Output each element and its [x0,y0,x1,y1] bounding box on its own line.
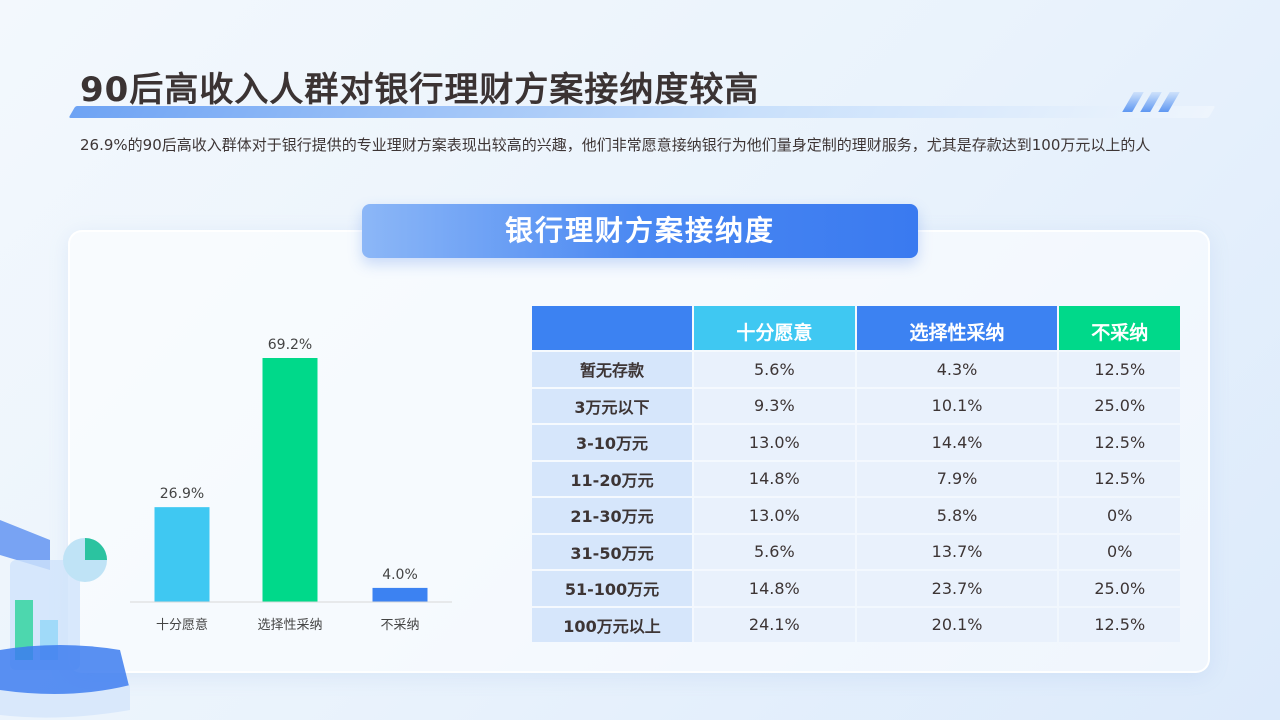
table-row: 31-50万元 5.6% 13.7% 0% [532,534,1180,569]
page-title: 90后高收入人群对银行理财方案接纳度较高 [80,70,760,110]
table-cell: 14.4% [856,425,1058,460]
table-cell: 4.3% [856,352,1058,387]
category-label: 十分愿意 [156,617,208,633]
acceptance-table: 十分愿意 选择性采纳 不采纳 暂无存款 5.6% 4.3% 12.5% 3万元以下 9.3% 1… [530,304,1182,644]
table-cell: 12.5% [1059,607,1180,642]
column-header: 不采纳 [1059,306,1180,350]
table-cell: 0% [1059,498,1180,533]
table-cell: 5.6% [694,352,855,387]
row-header: 31-50万元 [532,534,692,569]
data-label: 26.9% [160,486,204,502]
row-header: 11-20万元 [532,461,692,496]
bar-chart: 26.9% 十分愿意 69.2% 选择性采纳 4.0% 不采纳 [130,337,452,633]
column-header: 选择性采纳 [856,306,1058,350]
table-row: 21-30万元 13.0% 5.8% 0% [532,498,1180,533]
bar-1 [262,358,318,602]
slash-decoration-icon [1122,92,1182,116]
row-header: 51-100万元 [532,571,692,606]
table-row: 暂无存款 5.6% 4.3% 12.5% [532,352,1180,387]
table-cell: 12.5% [1059,352,1180,387]
table-cell: 5.6% [694,534,855,569]
table-cell: 20.1% [856,607,1058,642]
column-header: 十分愿意 [694,306,855,350]
table-cell: 0% [1059,534,1180,569]
table-cell: 24.1% [694,607,855,642]
table-cell: 14.8% [694,461,855,496]
row-header: 3万元以下 [532,388,692,423]
table-cell: 13.7% [856,534,1058,569]
table-row: 100万元以上 24.1% 20.1% 12.5% [532,607,1180,642]
table-cell: 23.7% [856,571,1058,606]
bar-0 [154,507,210,602]
table-cell: 25.0% [1059,388,1180,423]
table-cell: 7.9% [856,461,1058,496]
table-cell: 12.5% [1059,425,1180,460]
row-header: 暂无存款 [532,352,692,387]
row-header: 3-10万元 [532,425,692,460]
table-row: 3万元以下 9.3% 10.1% 25.0% [532,388,1180,423]
bar-2 [372,587,428,602]
table-cell: 13.0% [694,425,855,460]
data-label: 4.0% [382,567,418,583]
category-label: 不采纳 [380,618,419,633]
category-label: 选择性采纳 [257,618,322,633]
table-cell: 9.3% [694,388,855,423]
title-underline [68,106,1216,118]
table-cell: 5.8% [856,498,1058,533]
description: 26.9%的90后高收入群体对于银行提供的专业理财方案表现出较高的兴趣，他们非常… [80,136,1151,154]
table-row: 51-100万元 14.8% 23.7% 25.0% [532,571,1180,606]
row-header: 100万元以上 [532,607,692,642]
table-cell: 14.8% [694,571,855,606]
row-header: 21-30万元 [532,498,692,533]
table-cell: 25.0% [1059,571,1180,606]
chart-illustration-icon [0,520,130,718]
table-row: 3-10万元 13.0% 14.4% 12.5% [532,425,1180,460]
table-cell: 10.1% [856,388,1058,423]
table-row: 11-20万元 14.8% 7.9% 12.5% [532,461,1180,496]
table-cell: 12.5% [1059,461,1180,496]
card-title: 银行理财方案接纳度 [362,204,918,258]
data-label: 69.2% [268,337,312,353]
column-header [532,306,692,350]
table-cell: 13.0% [694,498,855,533]
